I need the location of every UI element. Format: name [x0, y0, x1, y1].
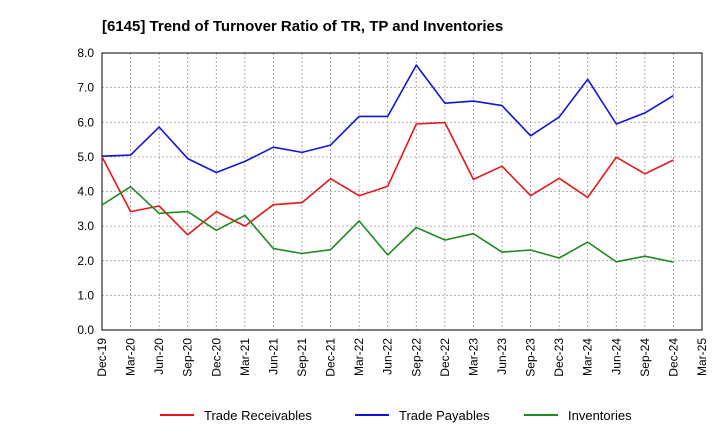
x-tick-label: Jun-20 [152, 338, 166, 375]
x-axis: Dec-19 Mar-20 Jun-20 Sep-20 Dec-20 Mar-21 Jun-… [95, 338, 709, 377]
x-tick-label: Jun-23 [495, 338, 509, 375]
x-tick-label: Mar-21 [238, 338, 252, 376]
series-line-1 [101, 64, 674, 174]
chart-title: [6145] Trend of Turnover Ratio of TR, TP… [102, 18, 503, 35]
x-tick-label: Sep-23 [524, 338, 538, 377]
y-tick-label: 7.0 [77, 81, 94, 95]
x-tick-label: Sep-21 [295, 338, 309, 377]
x-tick-label: Mar-23 [466, 338, 480, 376]
series-line-0 [101, 121, 674, 236]
legend: Trade Receivables Trade Payables Inventori… [160, 408, 632, 423]
x-tick-label: Dec-19 [95, 338, 109, 377]
series-lines [101, 64, 674, 263]
y-tick-label: 0.0 [77, 323, 94, 337]
y-axis: 0.0 1.0 2.0 3.0 4.0 5.0 6.0 7.0 8.0 [77, 46, 94, 337]
plot-frame [101, 52, 703, 331]
y-tick-label: 1.0 [77, 288, 94, 302]
x-tick-label: Mar-24 [581, 338, 595, 376]
x-tick-label: Dec-24 [666, 338, 680, 377]
x-tick-label: Sep-22 [409, 338, 423, 377]
x-tick-label: Mar-20 [124, 338, 138, 376]
x-tick-label: Dec-20 [209, 338, 223, 377]
x-tick-label: Dec-21 [324, 338, 338, 377]
x-tick-label: Dec-22 [438, 338, 452, 377]
x-tick-label: Sep-20 [181, 338, 195, 377]
x-tick-label: Mar-22 [352, 338, 366, 376]
y-tick-label: 5.0 [77, 150, 94, 164]
legend-label: Trade Payables [399, 408, 490, 423]
x-tick-label: Mar-25 [695, 338, 709, 376]
y-tick-label: 3.0 [77, 219, 94, 233]
y-tick-label: 6.0 [77, 115, 94, 129]
series-line-2 [101, 185, 674, 263]
grid [102, 53, 702, 330]
x-tick-label: Jun-21 [266, 338, 280, 375]
legend-label: Trade Receivables [204, 408, 312, 423]
y-tick-label: 8.0 [77, 46, 94, 60]
x-tick-label: Jun-22 [381, 338, 395, 375]
x-tick-label: Jun-24 [609, 338, 623, 375]
x-tick-label: Dec-23 [552, 338, 566, 377]
legend-label: Inventories [568, 408, 632, 423]
y-tick-label: 4.0 [77, 185, 94, 199]
x-tick-label: Sep-24 [638, 338, 652, 377]
y-tick-label: 2.0 [77, 254, 94, 268]
